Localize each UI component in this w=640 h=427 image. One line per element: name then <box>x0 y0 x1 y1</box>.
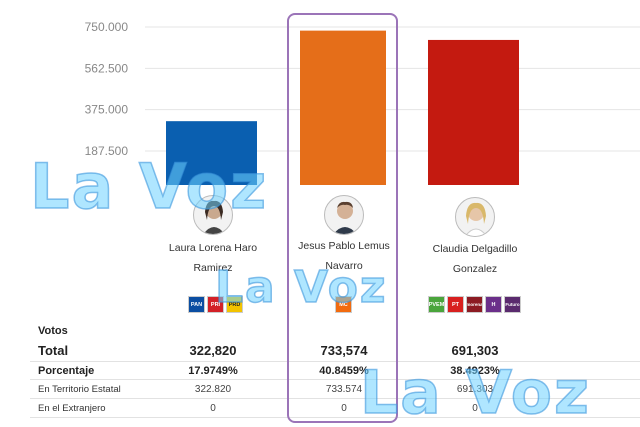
winner-highlight-box <box>287 13 398 423</box>
hagamos-logo-icon: H <box>485 296 502 313</box>
pan-logo-icon: PAN <box>188 296 205 313</box>
territorio-value: 322.820 <box>194 384 232 395</box>
territorio-label: En Territorio Estatal <box>38 384 121 395</box>
pri-logo-icon: PRI <box>207 296 224 313</box>
porcentaje-value: 38.4923% <box>450 365 500 377</box>
man-portrait-icon <box>324 195 364 235</box>
candidate-name-line1: Jesus Pablo Lemus <box>298 240 390 252</box>
bar-2 <box>428 39 519 186</box>
woman-portrait-icon <box>455 197 495 237</box>
candidate-name-line1: Claudia Delgadillo <box>432 243 518 255</box>
party-logos: PVEM PT morena H Futuro <box>428 296 521 314</box>
bar-0 <box>166 121 257 185</box>
y-tick-label: 562.500 <box>85 61 129 75</box>
table-row-territorio: En Territorio Estatal 322.820 733.574 69… <box>30 381 640 399</box>
bar-1 <box>300 30 386 186</box>
chart-bars <box>166 30 519 186</box>
territorio-value: 733.574 <box>325 384 363 395</box>
woman-portrait-icon <box>193 195 233 235</box>
territorio-value: 691.303 <box>456 384 494 395</box>
candidate-name-line2: Navarro <box>325 260 363 272</box>
party-logos: MC <box>335 296 352 314</box>
extranjero-value: 0 <box>341 403 347 414</box>
extranjero-value: 0 <box>472 403 478 414</box>
votos-label: Votos <box>38 325 68 337</box>
y-tick-label: 750.000 <box>85 20 129 34</box>
total-value: 322,820 <box>189 343 237 358</box>
table-row-extranjero: En el Extranjero 0 0 0 <box>30 400 640 418</box>
table-row-total: Total 322,820 733,574 691,303 <box>30 342 640 362</box>
party-logos: PAN PRI PRD <box>188 296 243 314</box>
morena-logo-icon: morena <box>466 296 483 313</box>
porcentaje-value: 17.9749% <box>188 365 238 377</box>
porcentaje-label: Porcentaje <box>38 365 95 377</box>
y-tick-label: 375.000 <box>85 103 129 117</box>
total-value: 733,574 <box>320 343 368 358</box>
extranjero-value: 0 <box>210 403 216 414</box>
futuro-logo-icon: Futuro <box>504 296 521 313</box>
candidate-name-line2: Ramirez <box>193 262 233 274</box>
candidate-name-line1: Laura Lorena Haro <box>168 242 258 254</box>
total-label: Total <box>38 343 69 358</box>
movimiento-ciudadano-logo-icon: MC <box>335 296 352 313</box>
extranjero-label: En el Extranjero <box>38 403 106 414</box>
y-axis-ticks: 750.000 562.500 375.000 187.500 <box>85 20 129 158</box>
porcentaje-value: 40.8459% <box>319 365 369 377</box>
total-value: 691,303 <box>451 343 499 358</box>
y-tick-label: 187.500 <box>85 144 129 158</box>
table-row-porcentaje: Porcentaje 17.9749% 40.8459% 38.4923% <box>30 362 640 380</box>
pvem-logo-icon: PVEM <box>428 296 445 313</box>
bar-chart: 750.000 562.500 375.000 187.500 <box>85 20 640 186</box>
pt-logo-icon: PT <box>447 296 464 313</box>
candidate-name-line2: Gonzalez <box>452 263 498 275</box>
prd-logo-icon: PRD <box>226 296 243 313</box>
